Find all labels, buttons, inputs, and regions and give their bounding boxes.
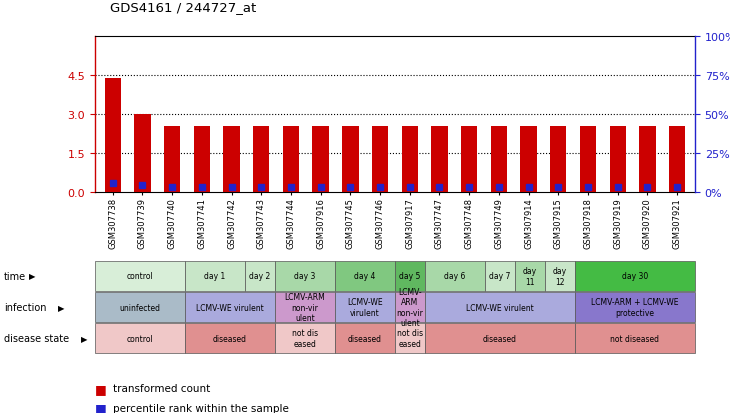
Text: day 3: day 3 [294,272,315,281]
Bar [104,78,121,192]
Text: diseased: diseased [483,334,517,343]
Text: day 30: day 30 [622,272,648,281]
Bar [550,126,566,192]
Text: GDS4161 / 244727_at: GDS4161 / 244727_at [110,2,256,14]
Text: control: control [126,272,153,281]
Bar [223,126,239,192]
Text: percentile rank within the sample: percentile rank within the sample [113,403,289,413]
Text: ▶: ▶ [28,272,35,281]
Text: not diseased: not diseased [610,334,659,343]
Text: control: control [126,334,153,343]
Bar [283,126,299,192]
Text: time: time [4,271,26,281]
Bar [669,126,685,192]
Text: infection: infection [4,302,46,312]
Text: LCMV-ARM
non-vir
ulent: LCMV-ARM non-vir ulent [285,292,326,322]
Bar [312,126,328,192]
Text: LCMV-WE
virulent: LCMV-WE virulent [347,298,383,317]
Text: ▶: ▶ [81,334,88,343]
Text: diseased: diseased [348,334,382,343]
Text: day
11: day 11 [523,267,537,286]
Text: transformed count: transformed count [113,383,210,393]
Text: day 6: day 6 [445,272,466,281]
Bar [253,126,269,192]
Text: diseased: diseased [213,334,247,343]
Bar [193,126,210,192]
Text: not dis
eased: not dis eased [397,329,423,348]
Bar [431,126,447,192]
Text: day 2: day 2 [249,272,271,281]
Bar [520,126,537,192]
Bar [134,114,150,192]
Text: LCMV-
ARM
non-vir
ulent: LCMV- ARM non-vir ulent [396,287,423,328]
Text: day 4: day 4 [354,272,376,281]
Text: LCMV-WE virulent: LCMV-WE virulent [466,303,534,312]
Text: day
12: day 12 [553,267,567,286]
Text: LCMV-WE virulent: LCMV-WE virulent [196,303,264,312]
Text: not dis
eased: not dis eased [292,329,318,348]
Bar [580,126,596,192]
Text: ▶: ▶ [58,303,64,312]
Bar [491,126,507,192]
Bar [639,126,656,192]
Text: day 5: day 5 [399,272,420,281]
Text: LCMV-ARM + LCMV-WE
protective: LCMV-ARM + LCMV-WE protective [591,298,679,317]
Text: day 7: day 7 [489,272,510,281]
Bar [164,126,180,192]
Bar [372,126,388,192]
Text: day 1: day 1 [204,272,226,281]
Bar [610,126,626,192]
Text: ■: ■ [95,382,107,395]
Text: disease state: disease state [4,333,69,343]
Bar [461,126,477,192]
Bar [342,126,358,192]
Text: uninfected: uninfected [120,303,161,312]
Text: ■: ■ [95,401,107,413]
Bar [402,126,418,192]
